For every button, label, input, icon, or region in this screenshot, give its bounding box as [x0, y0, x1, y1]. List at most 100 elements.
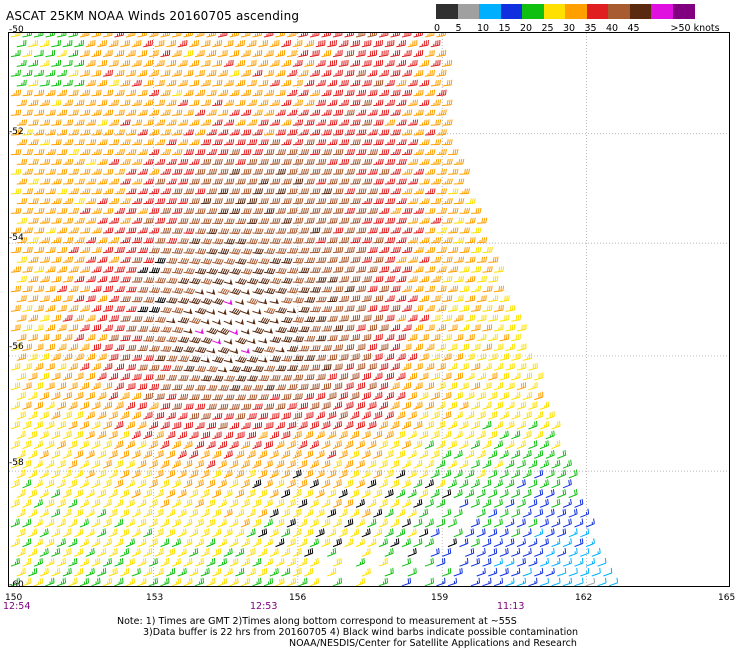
wind-barb	[390, 382, 400, 391]
wind-barb	[62, 119, 74, 126]
wind-barb	[373, 158, 384, 165]
wind-barb	[453, 295, 464, 303]
wind-barb	[10, 109, 22, 116]
wind-barb	[286, 307, 296, 314]
wind-barb	[505, 362, 515, 371]
wind-barb	[436, 285, 447, 293]
wind-barb	[465, 548, 475, 557]
wind-barb	[108, 39, 119, 48]
wind-barb	[453, 411, 463, 420]
wind-barb	[79, 227, 91, 234]
wind-barb	[68, 459, 78, 469]
wind-barb	[258, 298, 268, 305]
wind-barb	[39, 99, 50, 107]
wind-barb	[493, 440, 503, 450]
wind-barb	[62, 353, 73, 361]
wind-barb	[212, 489, 222, 499]
wind-barb	[154, 508, 164, 518]
wind-barb	[269, 198, 281, 205]
wind-barb	[407, 391, 417, 401]
wind-barb	[367, 479, 377, 489]
wind-barb	[33, 285, 45, 293]
wind-barb	[344, 305, 355, 312]
wind-barb	[258, 317, 270, 325]
wind-barb	[217, 208, 229, 214]
wind-barb	[160, 287, 172, 294]
wind-barb	[580, 548, 590, 557]
wind-barb	[223, 489, 233, 499]
wind-barb	[200, 218, 212, 225]
wind-barb	[206, 557, 216, 567]
wind-barb	[442, 333, 452, 342]
wind-barb	[350, 430, 360, 440]
wind-barb	[22, 227, 33, 234]
wind-barb	[85, 198, 97, 205]
wind-barb	[125, 149, 137, 156]
wind-barb	[206, 347, 216, 354]
wind-barb	[143, 548, 153, 557]
wind-barb	[401, 89, 413, 97]
wind-barb	[470, 362, 481, 371]
wind-barb	[22, 440, 32, 450]
wind-barb	[597, 577, 607, 586]
wind-barb	[97, 469, 107, 479]
wind-barb	[275, 267, 287, 275]
wind-barb	[62, 256, 74, 263]
wind-barb	[315, 79, 326, 87]
wind-barb	[453, 372, 463, 381]
wind-barb	[350, 528, 360, 538]
wind-barb	[33, 246, 45, 254]
wind-barb	[160, 168, 172, 175]
wind-barb	[482, 518, 492, 528]
wind-barb	[321, 33, 331, 38]
wind-barb	[338, 353, 349, 361]
wind-barb	[125, 227, 137, 234]
wind-barb	[160, 227, 172, 234]
wind-barb	[522, 528, 532, 538]
wind-barb	[62, 450, 72, 459]
wind-barb	[476, 528, 486, 538]
wind-barb	[269, 355, 282, 363]
wind-barb	[407, 508, 417, 518]
wind-barb	[327, 315, 338, 322]
wind-barb	[269, 59, 280, 67]
wind-barb	[263, 188, 275, 195]
wind-barb	[120, 354, 131, 361]
wind-speed-legend: 0 5 10 15 20 25 30 35 40 45 >50 knots	[434, 4, 736, 34]
wind-barb	[74, 178, 85, 185]
wind-barb	[212, 139, 223, 146]
wind-barb	[85, 314, 96, 322]
wind-barb	[378, 324, 389, 332]
wind-barb	[212, 198, 223, 205]
wind-barb	[413, 89, 424, 97]
wind-barb	[235, 59, 246, 67]
wind-barb	[171, 459, 181, 469]
wind-barb	[246, 139, 258, 146]
wind-barb	[166, 59, 177, 67]
wind-barb	[286, 168, 298, 175]
wind-barb	[304, 198, 315, 205]
wind-barb	[240, 109, 252, 116]
wind-barb	[79, 188, 91, 195]
wind-barb	[212, 412, 223, 420]
wind-barb	[160, 326, 172, 333]
wind-barb	[321, 306, 333, 312]
wind-barb	[263, 33, 274, 38]
wind-barb	[321, 344, 332, 352]
wind-barb	[378, 188, 390, 195]
wind-barb	[74, 548, 84, 557]
wind-barb	[148, 421, 159, 430]
wind-barb	[125, 459, 135, 469]
wind-barb	[39, 528, 49, 538]
wind-barb	[45, 557, 55, 567]
wind-barb	[361, 39, 372, 48]
wind-barb	[246, 119, 258, 126]
wind-barb	[436, 207, 447, 214]
wind-barb	[263, 538, 273, 548]
wind-barb	[189, 567, 199, 577]
wind-barb	[482, 479, 492, 489]
wind-barb	[269, 393, 281, 401]
wind-barb	[401, 33, 412, 38]
wind-barb	[304, 217, 315, 224]
wind-barb	[143, 296, 155, 303]
